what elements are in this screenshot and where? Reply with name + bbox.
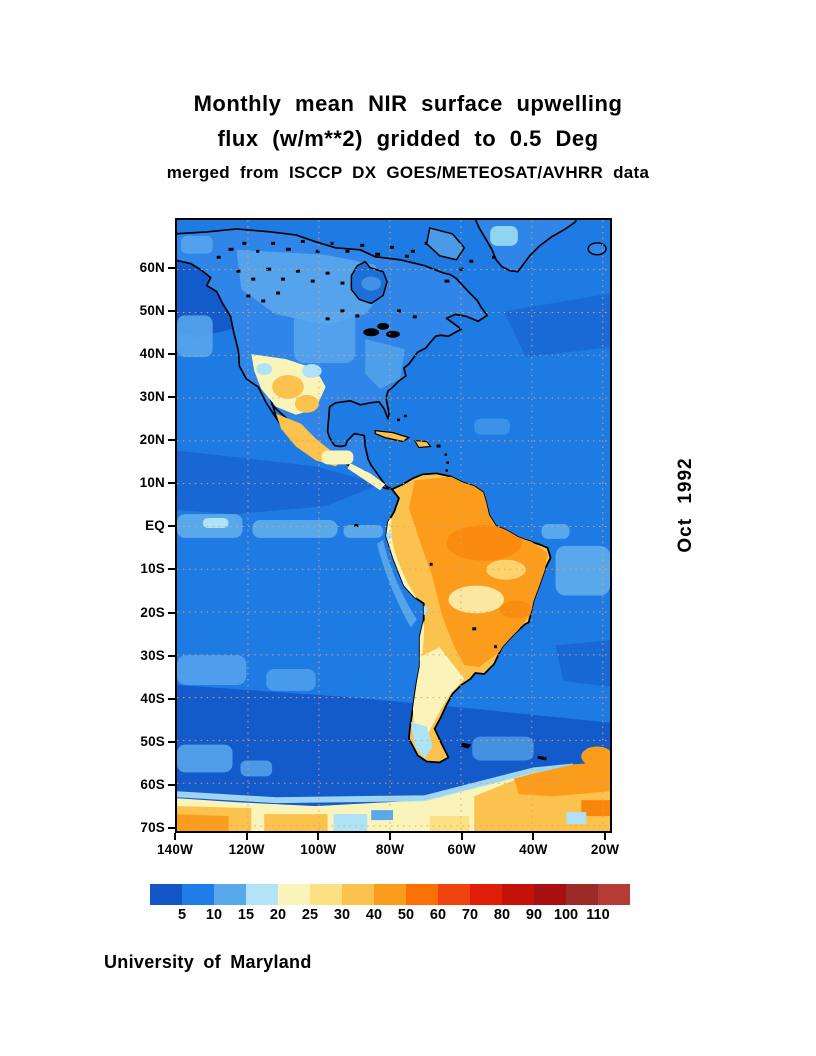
colorbar-segment	[406, 884, 438, 905]
lat-tick-label: 40S	[140, 690, 165, 706]
credit-text: University of Maryland	[104, 952, 312, 972]
colorbar-value: 5	[177, 907, 187, 923]
colorbar-value: 30	[333, 907, 351, 923]
lat-tick-label: 60N	[139, 260, 165, 275]
lat-tick-mark	[168, 482, 175, 485]
lat-tick-mark	[168, 697, 175, 700]
colorbar-segment	[566, 884, 598, 905]
lon-tick-label: 20W	[590, 842, 620, 857]
colorbar-value: 20	[269, 907, 287, 923]
colorbar-segment	[150, 884, 182, 905]
map-frame	[175, 218, 612, 833]
map-canvas	[177, 220, 610, 831]
lat-tick-mark	[168, 611, 175, 614]
lat-tick-label: 20N	[139, 432, 165, 448]
lat-tick-label: 60S	[140, 776, 165, 792]
colorbar-value: 80	[493, 907, 511, 923]
lon-tick-mark	[389, 833, 391, 840]
lat-tick-mark	[168, 439, 175, 442]
lon-tick-mark	[245, 833, 248, 840]
colorbar-value: 90	[525, 907, 543, 923]
colorbar-segment	[534, 884, 566, 905]
lat-tick-label: 40N	[139, 346, 165, 362]
lon-tick-label: 140W	[156, 842, 194, 857]
lon-tick-label: 120W	[228, 842, 265, 857]
lat-tick-mark	[168, 654, 175, 657]
colorbar-value: 110	[586, 907, 610, 923]
lat-tick-mark	[168, 826, 175, 829]
colorbar-segment	[438, 884, 470, 905]
colorbar-value: 50	[397, 907, 415, 923]
lon-tick-mark	[317, 833, 320, 840]
date-label: Oct 1992	[675, 457, 696, 553]
lat-tick-label: 50S	[140, 733, 165, 749]
lon-tick-mark	[532, 833, 535, 840]
lat-tick-mark	[168, 353, 175, 356]
lat-tick-mark	[168, 783, 175, 786]
lon-tick-label: 60W	[447, 842, 476, 857]
lat-tick-label: 70S	[140, 819, 165, 835]
lat-tick-mark	[168, 396, 175, 399]
colorbar-segment	[502, 884, 534, 905]
lat-tick-label: 30S	[140, 647, 165, 663]
colorbar-value: 70	[461, 907, 479, 923]
colorbar-segment	[182, 884, 214, 905]
lat-tick-label: 50N	[139, 303, 165, 319]
lon-tick-mark	[460, 833, 463, 840]
colorbar-segment	[470, 884, 502, 905]
figure-subtitle: merged from ISCCP DX GOES/METEOSAT/AVHRR…	[166, 163, 650, 182]
lat-tick-label: EQ	[145, 518, 165, 534]
colorbar-segment	[598, 884, 630, 905]
colorbar-segment	[310, 884, 342, 905]
lat-tick-mark	[168, 310, 175, 313]
colorbar-value: 10	[205, 907, 223, 923]
colorbar-value: 60	[429, 907, 447, 923]
colorbar-segment	[214, 884, 246, 905]
lat-tick-label: 20S	[140, 604, 165, 620]
lat-tick-label: 30N	[139, 389, 165, 405]
colorbar-segment	[374, 884, 406, 905]
lon-tick-label: 80W	[375, 842, 405, 857]
colorbar	[150, 884, 630, 905]
colorbar-segment	[246, 884, 278, 905]
lat-tick-mark	[168, 525, 175, 528]
lon-tick-mark	[174, 833, 176, 840]
lon-tick-label: 40W	[519, 842, 548, 857]
colorbar-segment	[342, 884, 374, 905]
colorbar-value: 40	[365, 907, 383, 923]
lat-tick-label: 10N	[139, 475, 165, 491]
lat-tick-label: 10S	[140, 561, 165, 577]
colorbar-value: 15	[237, 907, 255, 923]
lat-tick-mark	[168, 740, 175, 743]
colorbar-value: 100	[553, 907, 579, 923]
figure-title-line1: Monthly mean NIR surface upwelling	[193, 91, 623, 116]
colorbar-segment	[278, 884, 310, 905]
lat-tick-mark	[168, 267, 175, 269]
lat-tick-mark	[168, 568, 175, 571]
lon-tick-mark	[604, 833, 607, 840]
figure-title-line2: flux (w/m**2) gridded to 0.5 Deg	[217, 126, 599, 151]
title-block: Monthly mean NIR surface upwelling flux …	[0, 86, 816, 189]
lon-tick-label: 100W	[300, 842, 337, 857]
colorbar-value: 25	[301, 907, 319, 923]
